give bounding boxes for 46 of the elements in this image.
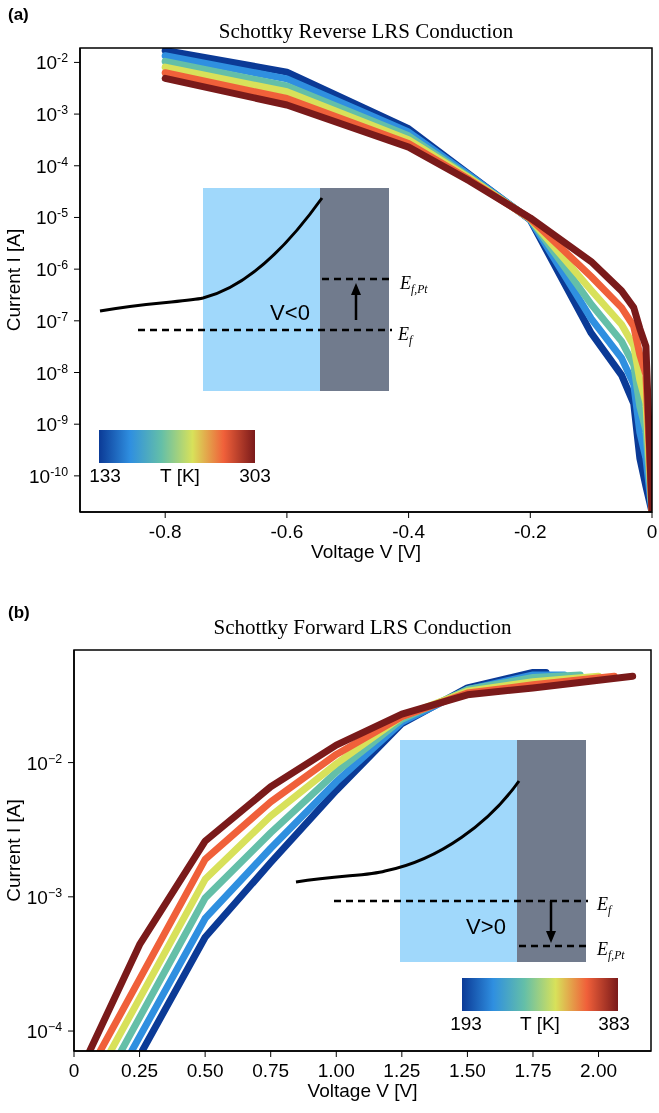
x-tick-label: 0.25 xyxy=(121,1060,159,1081)
y-tick-label: 10$^{-5}$ xyxy=(35,206,69,229)
annotation: E$_{f}$ xyxy=(596,894,613,917)
x-tick-label: -0.8 xyxy=(148,521,182,542)
x-axis-title: Voltage V [V] xyxy=(311,541,421,562)
y-axis-title: Current I [A] xyxy=(3,228,24,332)
annotation: 133 xyxy=(89,465,121,486)
text: (b) xyxy=(8,603,30,622)
x-tick-label: 0.50 xyxy=(186,1060,224,1081)
annotation: T [K] xyxy=(520,1013,560,1034)
x-tick-label: 1.50 xyxy=(448,1060,486,1081)
y-tick-label: 10$^{-9}$ xyxy=(35,413,69,436)
x-tick-label: -0.6 xyxy=(270,521,304,542)
x-tick-label: -0.2 xyxy=(513,521,547,542)
x-tick-label: 2.00 xyxy=(580,1060,618,1081)
y-axis-title: Current I [A] xyxy=(3,799,24,902)
annotation: V<0 xyxy=(270,300,310,325)
annotation: E$_{f,Pt}$ xyxy=(596,939,626,962)
x-axis-title: Voltage V [V] xyxy=(307,1080,418,1101)
x-tick-label: 0 xyxy=(646,521,658,542)
y-tick-label: 10$^{-4}$ xyxy=(35,155,69,177)
y-tick-label: 10$^{-8}$ xyxy=(35,361,69,384)
y-tick-label: 10$^{−4}$ xyxy=(26,1020,63,1043)
x-tick-label: -0.4 xyxy=(392,521,426,542)
annotation: 383 xyxy=(598,1013,630,1034)
x-tick-label: 1.75 xyxy=(514,1060,552,1081)
y-tick-label: 10$^{-6}$ xyxy=(35,258,69,281)
x-tick-label: 0.75 xyxy=(252,1060,290,1081)
chart-title: Schottky Forward LRS Conduction xyxy=(213,615,513,639)
x-tick-label: 1.00 xyxy=(317,1060,355,1081)
chart-title: Schottky Reverse LRS Conduction xyxy=(218,19,514,43)
y-tick-label: 10$^{-7}$ xyxy=(35,310,69,332)
annotation: V>0 xyxy=(466,914,506,939)
annotation: E$_{f}$ xyxy=(397,324,414,347)
annotation: E$_{f,Pt}$ xyxy=(399,273,429,296)
y-tick-label: 10$^{−2}$ xyxy=(26,752,63,774)
x-tick-label: 1.25 xyxy=(383,1060,421,1081)
annotation: 193 xyxy=(450,1013,482,1034)
y-tick-label: 10$^{−3}$ xyxy=(26,886,63,908)
x-tick-label: 0 xyxy=(68,1060,80,1081)
annotation: 303 xyxy=(239,465,271,486)
y-tick-label: 10$^{-2}$ xyxy=(35,51,69,74)
text: (a) xyxy=(8,5,29,24)
y-tick-label: 10$^{-3}$ xyxy=(35,103,69,126)
annotation: T [K] xyxy=(160,465,200,486)
y-tick-label: 10$^{-10}$ xyxy=(29,465,69,487)
